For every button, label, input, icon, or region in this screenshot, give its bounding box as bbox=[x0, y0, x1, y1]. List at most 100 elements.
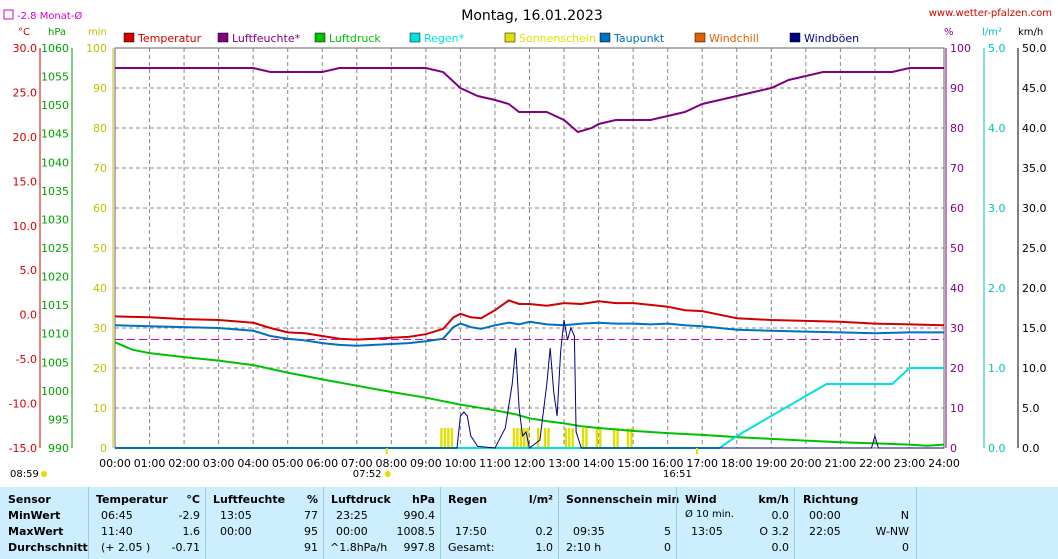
tick-label-press: 1015 bbox=[41, 299, 69, 312]
sunshine-bar bbox=[595, 428, 599, 448]
temperatur-max-value: 1.6 bbox=[182, 525, 201, 538]
tick-label-press: 1055 bbox=[41, 71, 69, 84]
sunshine-bar bbox=[523, 428, 526, 448]
tick-label-wind: 40.0 bbox=[1022, 122, 1047, 135]
tick-label-press: 1035 bbox=[41, 185, 69, 198]
luftfeuchte-max-time: 00:00 bbox=[220, 525, 252, 538]
regen-header: Regen bbox=[448, 493, 488, 506]
tick-label-temp: 15.0 bbox=[13, 175, 38, 188]
sensor-header: Sensor bbox=[8, 493, 51, 506]
unit-press: hPa bbox=[48, 27, 66, 38]
tick-label-min: 0 bbox=[100, 442, 107, 455]
tick-label-wind: 15.0 bbox=[1022, 322, 1047, 335]
sunshine-bar bbox=[599, 428, 602, 448]
temperatur-avg-value: -0.71 bbox=[171, 541, 200, 554]
tick-label-temp: 10.0 bbox=[13, 220, 38, 233]
tick-label-temp: -15.0 bbox=[9, 442, 37, 455]
sunshine-bar bbox=[564, 428, 567, 448]
x-tick-label: 11:00 bbox=[479, 457, 511, 470]
x-tick-label: 10:00 bbox=[445, 457, 477, 470]
x-tick-label: 19:00 bbox=[755, 457, 787, 470]
wind-avg-value: 0.0 bbox=[771, 541, 790, 554]
richtung-max-value: W-NW bbox=[875, 525, 909, 538]
tick-label-pct: 10 bbox=[950, 402, 964, 415]
sunshine-bar bbox=[440, 428, 443, 448]
tick-label-wind: 0.0 bbox=[1022, 442, 1040, 455]
tick-label-rain: 2.0 bbox=[988, 282, 1006, 295]
tick-label-min: 60 bbox=[93, 202, 107, 215]
tick-label-rain: 5.0 bbox=[988, 42, 1006, 55]
legend-label: Taupunkt bbox=[613, 32, 665, 45]
sunrise-sun-icon bbox=[384, 471, 391, 477]
x-tick-label: 22:00 bbox=[859, 457, 891, 470]
tick-label-wind: 50.0 bbox=[1022, 42, 1047, 55]
x-tick-label: 06:00 bbox=[306, 457, 338, 470]
richtung-min-time: 00:00 bbox=[809, 509, 841, 522]
row-label-min: MinWert bbox=[8, 509, 61, 522]
legend-swatch bbox=[409, 32, 421, 43]
tick-label-press: 1050 bbox=[41, 99, 69, 112]
month-avg-marker bbox=[3, 9, 14, 20]
tick-label-wind: 35.0 bbox=[1022, 162, 1047, 175]
tick-label-min: 20 bbox=[93, 362, 107, 375]
unit-min: min bbox=[88, 27, 107, 38]
tick-label-press: 990 bbox=[48, 442, 69, 455]
month-avg-label: -2.8 Monat-Ø bbox=[17, 10, 82, 22]
col-luftdruck: Luftdruck hPa 23:25 00:00 ^1.8hPa/h 990.… bbox=[323, 487, 441, 559]
site-link[interactable]: www.wetter-pfalzen.com bbox=[929, 8, 1052, 19]
richtung-min-value: N bbox=[900, 509, 909, 522]
legend-label: Regen* bbox=[424, 32, 465, 45]
tick-label-min: 80 bbox=[93, 122, 107, 135]
sunshine-bar bbox=[568, 428, 571, 448]
tick-label-min: 70 bbox=[93, 162, 107, 175]
sunshine-bar bbox=[447, 428, 450, 448]
tick-label-temp: 20.0 bbox=[13, 131, 38, 144]
x-tick-label: 14:00 bbox=[583, 457, 615, 470]
tick-label-min: 100 bbox=[86, 42, 107, 55]
temperatur-min-time: 06:45 bbox=[101, 509, 133, 522]
richtung-avg-value: 0 bbox=[902, 541, 909, 554]
tick-label-press: 1040 bbox=[41, 156, 69, 169]
sunshine-bar bbox=[581, 428, 585, 448]
tick-label-press: 1045 bbox=[41, 128, 69, 141]
tick-label-temp: 5.0 bbox=[20, 264, 38, 277]
sunshine-bar bbox=[512, 428, 516, 448]
tick-label-temp: 25.0 bbox=[13, 86, 38, 99]
regen-unit: l/m² bbox=[528, 493, 553, 506]
legend-swatch bbox=[789, 32, 801, 43]
tick-label-rain: 1.0 bbox=[988, 362, 1006, 375]
x-tick-label: 18:00 bbox=[721, 457, 753, 470]
x-tick-label: 12:00 bbox=[514, 457, 546, 470]
legend-label: Windchill bbox=[709, 32, 759, 45]
tick-label-min: 40 bbox=[93, 282, 107, 295]
regen-total-value: 1.0 bbox=[535, 541, 554, 554]
tick-label-pct: 100 bbox=[950, 42, 971, 55]
x-tick-label: 02:00 bbox=[168, 457, 200, 470]
tick-label-press: 1005 bbox=[41, 356, 69, 369]
chart-grid bbox=[114, 47, 945, 449]
luftdruck-max-value: 1008.5 bbox=[396, 525, 436, 538]
luftdruck-min-time: 23:25 bbox=[336, 509, 368, 522]
series-taupunkt bbox=[114, 320, 944, 347]
luftfeuchte-avg-value: 91 bbox=[304, 541, 318, 554]
tick-label-temp: -5.0 bbox=[16, 353, 37, 366]
x-tick-label: 09:00 bbox=[410, 457, 442, 470]
x-tick-label: 08:00 bbox=[375, 457, 407, 470]
chart-axes: 30.0 25.0 20.0 15.0 10.0 5.0 0.0 -5.0 -10.0 -15.0… bbox=[9, 42, 1047, 480]
sonnenschein-max-time: 09:35 bbox=[573, 525, 605, 538]
luftdruck-unit: hPa bbox=[411, 493, 435, 506]
legend-swatch bbox=[123, 32, 135, 43]
sunrise-label: 07:52 bbox=[353, 469, 382, 480]
sonnenschein-total-duration: 2:10 h bbox=[566, 541, 602, 554]
chart-series bbox=[114, 67, 945, 454]
tick-label-min: 90 bbox=[93, 82, 107, 95]
legend-label: Sonnenschein bbox=[519, 32, 596, 45]
col-luftfeuchte: Luftfeuchte % 13:05 00:00 77 95 91 bbox=[205, 487, 324, 559]
unit-temp: °C bbox=[18, 27, 30, 38]
luftdruck-max-time: 00:00 bbox=[336, 525, 368, 538]
col-regen: Regen l/m² 17:50 Gesamt: 0.2 1.0 bbox=[440, 487, 559, 559]
col-temperatur: Temperatur °C 06:45 11:40 (+ 2.05 ) -2.9… bbox=[88, 487, 206, 559]
sonnenschein-max-value: 5 bbox=[664, 525, 671, 538]
sunshine-bar bbox=[612, 428, 616, 448]
luftfeuchte-min-time: 13:05 bbox=[220, 509, 252, 522]
